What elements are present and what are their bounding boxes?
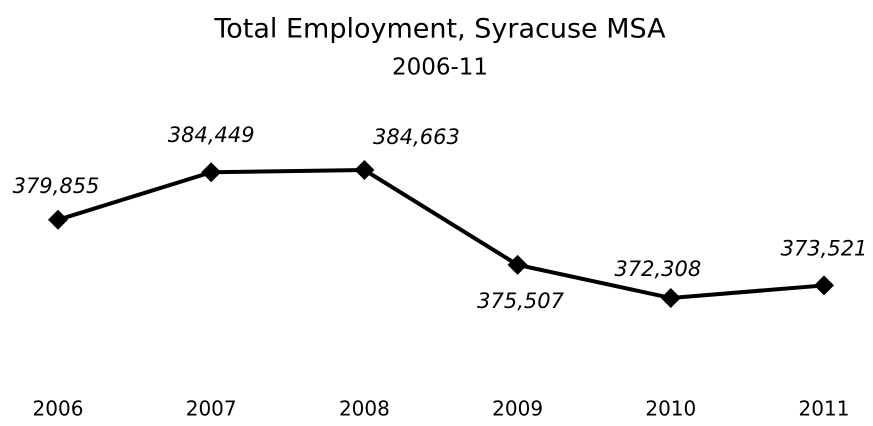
marker: [354, 160, 375, 180]
marker: [814, 275, 834, 296]
value-label: 373,521: [781, 236, 868, 260]
marker: [660, 288, 681, 308]
line: [57, 167, 825, 301]
x-tick-label: 2006: [33, 397, 84, 421]
value-label: 375,507: [477, 289, 564, 313]
marker: [201, 162, 222, 183]
marker: [507, 254, 528, 275]
x-tick-label: 2011: [799, 397, 850, 421]
x-tick-label: 2007: [186, 397, 237, 421]
value-label: 384,663: [373, 125, 460, 149]
marker: [48, 209, 68, 230]
x-tick-label: 2008: [339, 397, 390, 421]
chart-subtitle: 2006-11: [392, 55, 488, 81]
x-tick-label: 2010: [645, 397, 696, 421]
x-tick-label: 2009: [492, 397, 543, 421]
chart-title: Total Employment, Syracuse MSA: [213, 14, 666, 45]
value-label: 379,855: [13, 174, 100, 198]
value-label: 372,308: [614, 257, 701, 281]
value-label: 384,449: [168, 123, 255, 147]
